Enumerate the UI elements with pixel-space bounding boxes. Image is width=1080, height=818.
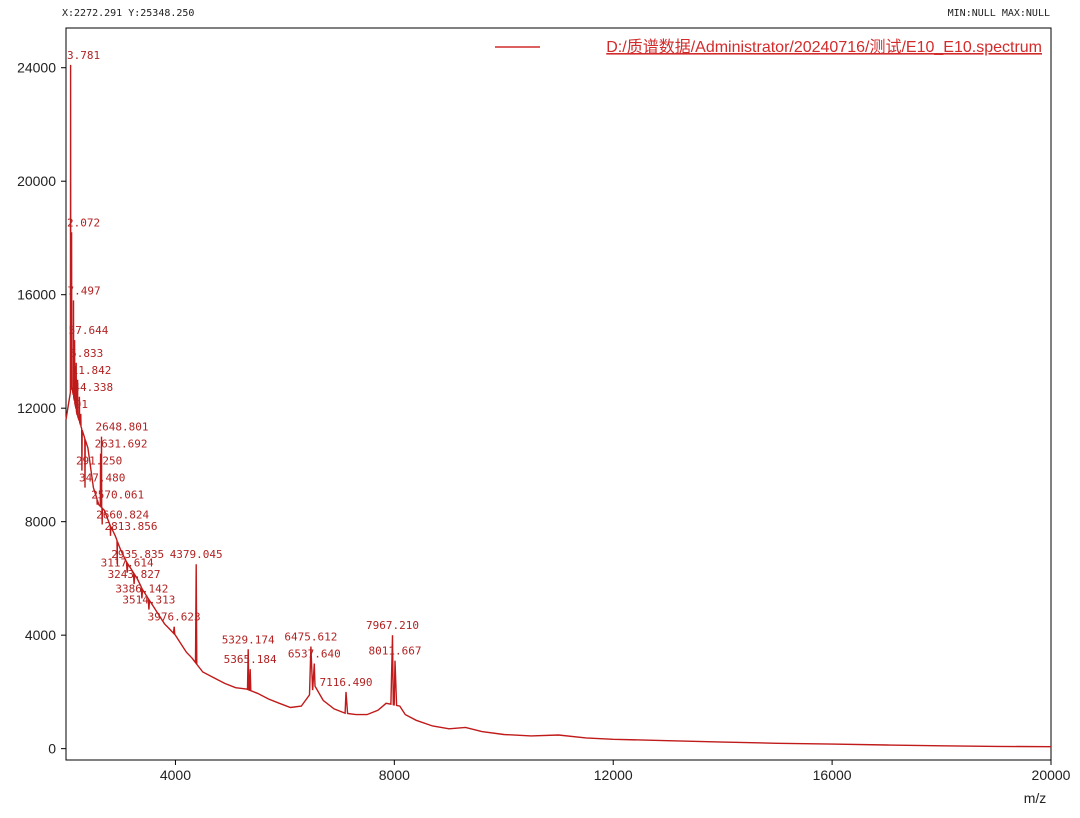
y-tick-label: 24000 <box>17 60 56 76</box>
peak-label: 7.497 <box>68 284 101 297</box>
legend[interactable]: D:/质谱数据/Administrator/20240716/测试/E10_E1… <box>495 38 1042 56</box>
peak-label: 2648.801 <box>96 421 149 434</box>
peak-label: 5329.174 <box>222 633 275 646</box>
x-tick-label: 20000 <box>1032 767 1071 783</box>
peak-label: 57.644 <box>69 324 109 337</box>
peak-label: 2.072 <box>67 216 100 229</box>
x-tick-label: 16000 <box>813 767 852 783</box>
peak-label: 3243.827 <box>108 568 161 581</box>
peak-label: 2935.835 <box>111 548 164 561</box>
y-tick-label: 0 <box>48 741 56 757</box>
peak-label: 8011.667 <box>368 645 421 658</box>
peak-label: 2570.061 <box>91 489 144 502</box>
x-axis-title: m/z <box>1024 790 1047 806</box>
peak-label: 2631.692 <box>95 438 148 451</box>
y-tick-label: 8000 <box>25 514 56 530</box>
peak-labels: 3.781 2.072 7.497 57.644 5.833 11.842 44.338 91… <box>67 49 421 689</box>
peak-label: 7967.210 <box>366 619 419 632</box>
peak-label: 3117.614 <box>101 557 154 570</box>
x-tick-label: 12000 <box>594 767 633 783</box>
peak-label: 2660.824 <box>96 509 149 522</box>
y-tick-label: 4000 <box>25 627 56 643</box>
cursor-coordinate-readout: X:2272.291 Y:25348.250 <box>62 8 195 19</box>
peak-label: 347.480 <box>79 472 125 485</box>
peak-label: 11.842 <box>72 364 112 377</box>
y-tick-label: 16000 <box>17 287 56 303</box>
peak-label: 91 <box>75 398 88 411</box>
y-tick-label: 20000 <box>17 173 56 189</box>
peak-label: 5365.184 <box>224 653 277 666</box>
peak-label: 3386.142 <box>115 582 168 595</box>
peak-label: 3.781 <box>67 49 100 62</box>
x-tick-label: 4000 <box>160 767 191 783</box>
x-axis: 4000 8000 12000 16000 20000 <box>160 760 1071 783</box>
peak-label: 44.338 <box>73 381 113 394</box>
spectrum-trace[interactable] <box>65 64 1052 748</box>
peak-label: 2813.856 <box>105 520 158 533</box>
peak-label: 6475.612 <box>284 631 337 644</box>
y-tick-label: 12000 <box>17 400 56 416</box>
legend-entry[interactable]: D:/质谱数据/Administrator/20240716/测试/E10_E1… <box>606 38 1042 56</box>
peak-label: 3514.313 <box>122 594 175 607</box>
peak-label: 7116.490 <box>319 676 372 689</box>
min-max-readout: MIN:NULL MAX:NULL <box>947 8 1050 19</box>
x-tick-label: 8000 <box>379 767 410 783</box>
peak-label: 4379.045 <box>170 548 223 561</box>
peak-label: 291.250 <box>76 455 122 468</box>
y-axis: 0 4000 8000 12000 16000 20000 24000 <box>17 60 66 757</box>
peak-label: 6537.640 <box>288 648 341 661</box>
plot-area-frame <box>65 27 1052 761</box>
peak-label: 3976.623 <box>148 611 201 624</box>
peak-label: 5.833 <box>70 347 103 360</box>
